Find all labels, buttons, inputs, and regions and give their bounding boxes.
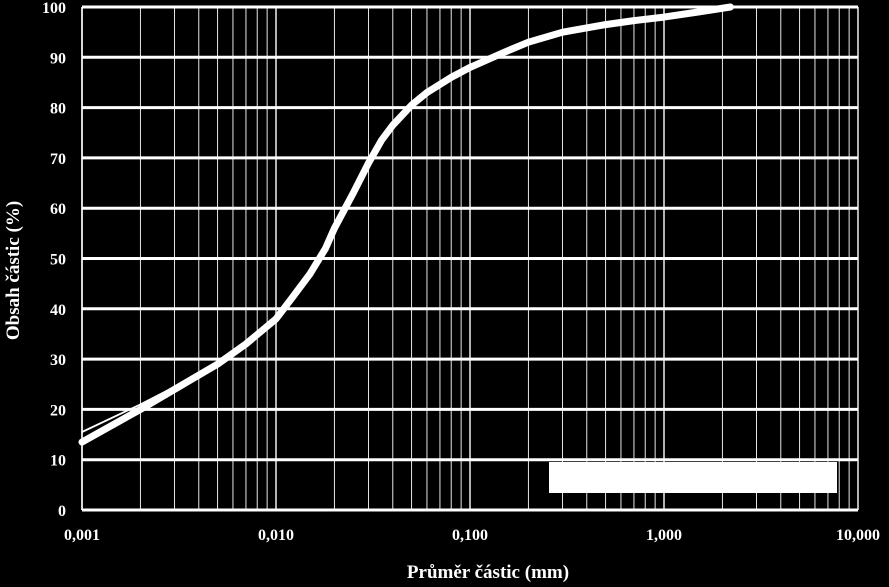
x-tick-label: 1,000 (646, 527, 682, 544)
x-tick-label: 0,100 (452, 527, 488, 544)
y-tick-label: 80 (50, 101, 66, 118)
tick-labels-layer: 0 10 20 30 40 50 60 70 80 90 100 0,001 0,010 0,100 1,0… (42, 0, 880, 544)
grid-layer (81, 5, 859, 512)
x-tick-label: 10,000 (836, 527, 880, 544)
y-tick-label: 50 (50, 252, 66, 269)
y-tick-label: 40 (50, 302, 66, 319)
y-tick-label: 0 (58, 503, 66, 520)
distribution-curve-thin (81, 363, 219, 433)
distribution-curve-thick (78, 3, 734, 446)
legend-box (549, 462, 837, 493)
y-tick-label: 20 (50, 402, 66, 419)
x-tick-label: 0,001 (64, 527, 100, 544)
y-tick-label: 100 (42, 0, 66, 17)
y-axis-label: Obsah částic (%) (3, 201, 24, 340)
y-tick-label: 60 (50, 201, 66, 218)
x-tick-label: 0,010 (258, 527, 294, 544)
y-tick-label: 90 (50, 50, 66, 67)
x-axis-label: Průměr částic (mm) (407, 562, 569, 582)
y-tick-label: 70 (50, 151, 66, 168)
series-layer (78, 3, 734, 446)
y-tick-label: 10 (50, 453, 66, 470)
y-tick-label: 30 (50, 352, 66, 369)
